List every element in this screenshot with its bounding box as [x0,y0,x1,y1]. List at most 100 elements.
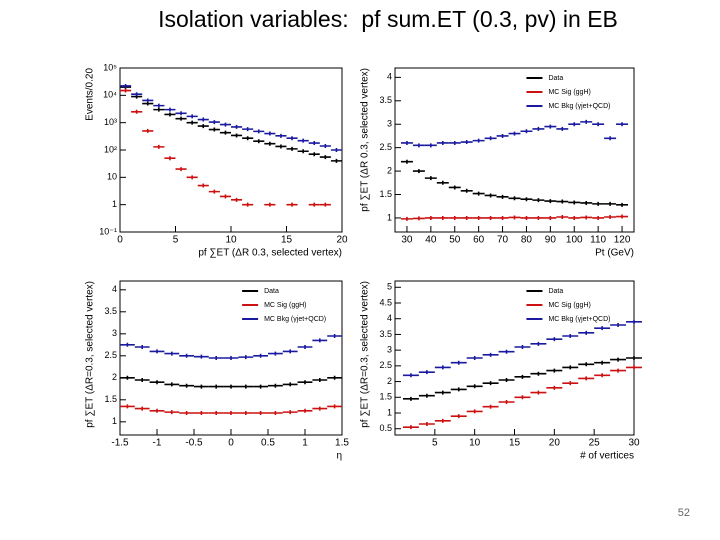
y-tick-label: 1 [112,199,117,209]
data-point [448,140,461,145]
data-point [253,129,265,134]
x-tick-label: -0.5 [185,438,203,449]
data-point [120,88,132,93]
data-point [466,384,483,389]
data-point [264,131,276,136]
data-point [544,199,557,204]
x-tick-label: 80 [521,235,533,246]
data-point [219,130,231,135]
y-axis-label: Events/0.20 [85,68,96,121]
data-point [208,411,224,415]
data-point [568,215,581,220]
data-point [544,124,557,129]
x-axis-label: pf ∑ET (ΔR 0.3, selected vertex) [198,248,342,259]
page-number: 52 [677,507,690,519]
y-tick-label: 10⁴ [103,90,117,100]
data-point [418,422,435,426]
data-point [286,136,298,141]
data-point [268,411,283,415]
data-point [450,387,467,392]
y-tick-label: 10 [107,172,117,182]
data-point [268,351,283,356]
data-point [282,410,298,415]
data-point [450,414,467,419]
y-tick-label: 4 [387,72,392,82]
y-tick-label: 3 [387,345,392,355]
data-point [282,382,298,387]
data-point [402,425,419,430]
data-point [508,215,521,220]
data-point [610,357,627,362]
data-point [153,144,165,149]
y-tick-label: 2.5 [379,142,392,152]
data-point [134,345,150,349]
x-tick-label: 90 [545,235,557,246]
data-point [568,122,581,127]
y-tick-label: 1 [387,212,392,222]
data-point [330,158,342,163]
data-point [149,380,165,385]
data-point [482,381,499,386]
data-point [448,185,461,190]
data-point [472,138,485,143]
y-tick-label: 1 [112,416,117,426]
data-point [610,323,627,327]
data-point [208,356,224,360]
data-point [164,156,176,161]
data-point [327,375,342,380]
x-tick-label: 0 [228,438,234,449]
data-point [484,215,497,220]
data-point [319,202,331,207]
y-axis-label: pf ∑ET (ΔR 0.3, selected vertex) [360,68,371,212]
data-point [164,351,180,356]
data-point [530,371,547,376]
x-tick-label: 30 [628,438,640,449]
legend-label: Data [264,288,279,295]
y-tick-label: 0.5 [379,423,392,433]
y-tick-label: 1.5 [379,189,392,199]
data-point [297,138,309,143]
y-tick-label: 3.5 [104,306,117,316]
data-point [626,319,642,324]
data-point [186,120,198,125]
data-point [286,202,298,207]
data-point [297,408,313,413]
y-tick-label: 2 [387,376,392,386]
x-tick-label: -1.5 [111,438,129,449]
data-point [208,189,220,194]
data-point [424,176,437,181]
data-point [319,155,331,160]
x-tick-label: 5 [173,235,179,246]
data-point [242,127,254,132]
data-point [194,384,209,389]
y-axis-label: pf ∑ET (ΔR=0.3, selected vertex) [360,281,371,428]
data-point [142,128,154,133]
plot-frame [119,67,343,233]
data-point [142,98,154,103]
data-point [268,383,283,388]
y-tick-label: 4.5 [379,297,392,307]
data-point [194,354,209,359]
data-point [223,384,239,389]
data-point [186,175,198,180]
data-point [120,375,135,380]
data-point [466,356,483,360]
x-tick-label: 1.5 [335,438,349,449]
data-point [498,349,515,354]
data-point [472,215,485,220]
legend-label: MC Sig (ggH) [264,302,306,309]
data-point [616,202,629,207]
data-point [496,133,509,138]
plot-frame [394,67,635,233]
x-tick-label: 60 [473,235,485,246]
data-point [532,126,545,131]
data-point [412,216,425,221]
data-point [253,384,268,389]
legend-label: Data [548,75,563,82]
data-point [149,408,165,413]
data-point [532,198,545,203]
data-point [434,390,451,395]
y-tick-label: 3 [112,328,117,338]
data-point [179,383,194,388]
